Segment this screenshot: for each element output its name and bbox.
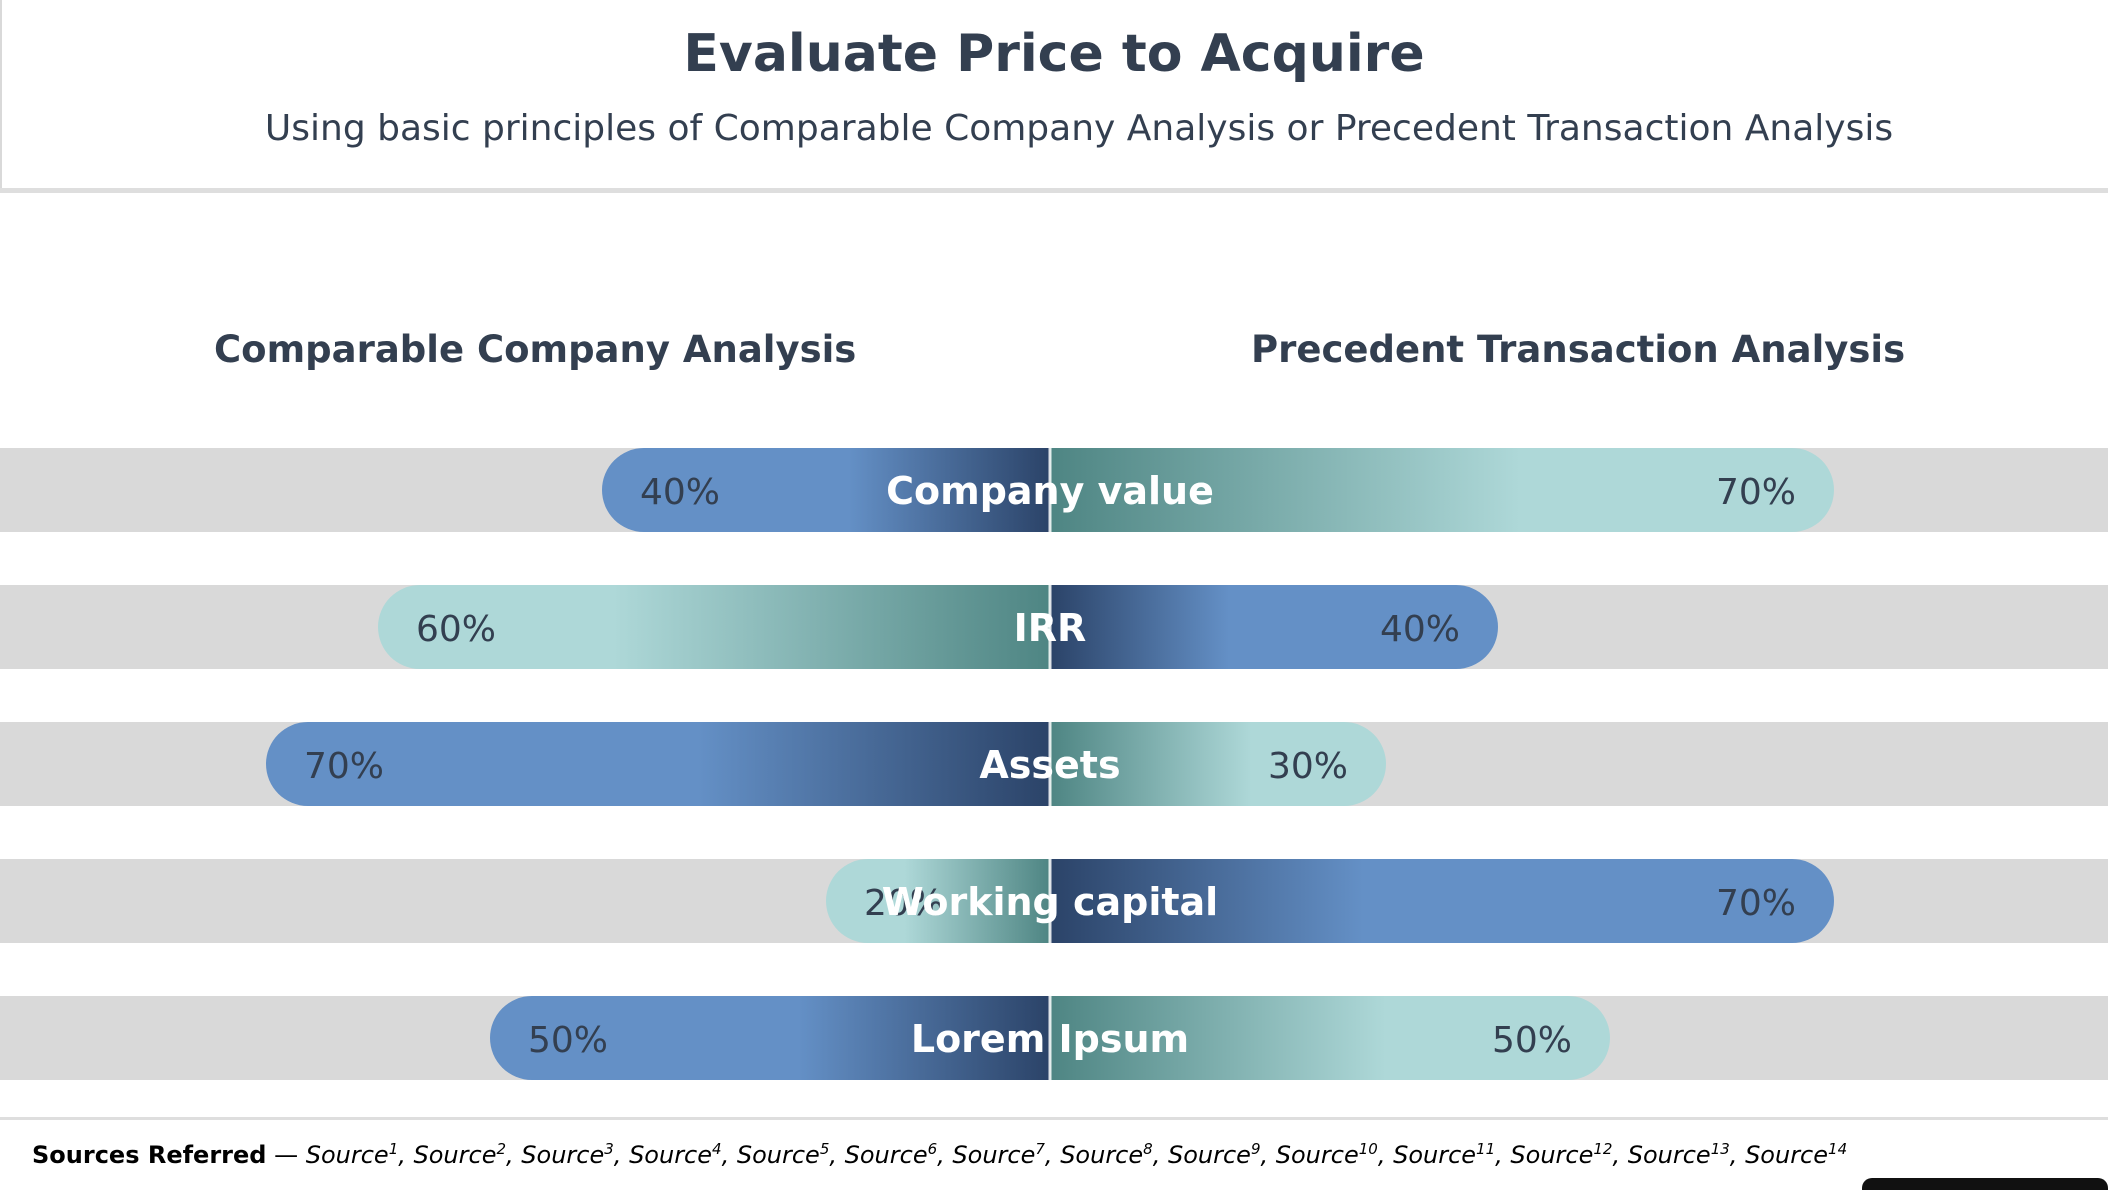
header: Evaluate Price to Acquire Using basic pr… xyxy=(0,0,2108,192)
source-text: Source xyxy=(1060,1141,1144,1169)
source-text: Source xyxy=(1167,1141,1251,1169)
source-item: Source3 xyxy=(521,1140,614,1169)
source-item: Source14 xyxy=(1745,1140,1848,1169)
source-text: Source xyxy=(1745,1141,1829,1169)
category-label: Working capital xyxy=(882,880,1218,924)
right-value-label: 50% xyxy=(1492,1020,1572,1061)
source-item: Source1 xyxy=(305,1140,399,1169)
source-item: Source9 xyxy=(1167,1140,1261,1169)
source-superscript: 6 xyxy=(927,1140,938,1158)
source-item: Source5 xyxy=(736,1140,830,1169)
source-text: Source xyxy=(844,1141,928,1169)
left-bar xyxy=(266,722,1050,806)
source-text: Source xyxy=(629,1141,713,1169)
left-bar xyxy=(490,996,1050,1080)
source-item: Source12 xyxy=(1510,1140,1613,1169)
source-superscript: 5 xyxy=(819,1140,830,1158)
right-value-label: 70% xyxy=(1716,883,1796,924)
source-item: Source10 xyxy=(1275,1140,1378,1169)
sources-referred: Sources Referred — Source1, Source2, Sou… xyxy=(32,1140,1847,1169)
source-item: Source13 xyxy=(1627,1140,1730,1169)
center-divider xyxy=(1048,859,1052,943)
footer-divider xyxy=(0,1117,2108,1120)
center-divider xyxy=(1048,722,1052,806)
source-superscript: 8 xyxy=(1143,1140,1153,1158)
center-divider xyxy=(1048,448,1052,532)
left-bar xyxy=(826,859,1050,943)
right-column-heading: Precedent Transaction Analysis xyxy=(1251,328,1906,371)
source-superscript: 13 xyxy=(1710,1140,1730,1158)
left-value-label: 60% xyxy=(416,609,496,650)
left-value-label: 40% xyxy=(640,472,720,513)
source-text: Source xyxy=(413,1141,497,1169)
sources-label: Sources Referred xyxy=(32,1141,267,1169)
left-bar xyxy=(378,585,1050,669)
window-corner-tab xyxy=(1862,1178,2108,1190)
source-superscript: 11 xyxy=(1476,1140,1496,1158)
source-superscript: 4 xyxy=(712,1140,722,1158)
right-bar xyxy=(1050,722,1386,806)
source-item: Source11 xyxy=(1393,1140,1496,1169)
source-superscript: 3 xyxy=(604,1140,614,1158)
sources-separator: — xyxy=(266,1141,306,1169)
source-text: Source xyxy=(736,1141,820,1169)
source-superscript: 2 xyxy=(496,1140,507,1158)
source-text: Source xyxy=(305,1141,389,1169)
left-value-label: 50% xyxy=(528,1020,608,1061)
source-superscript: 14 xyxy=(1828,1140,1848,1158)
source-item: Source4 xyxy=(629,1140,722,1169)
source-text: Source xyxy=(1627,1141,1711,1169)
right-bar xyxy=(1050,448,1834,532)
center-divider xyxy=(1048,585,1052,669)
source-superscript: 7 xyxy=(1035,1140,1045,1158)
diverging-bar-chart: 40% 70% Company value 60% 40% IRR 70% 30% Assets… xyxy=(0,448,2108,1080)
source-text: Source xyxy=(521,1141,605,1169)
source-superscript: 9 xyxy=(1250,1140,1261,1158)
category-label: Assets xyxy=(979,743,1120,787)
left-bar xyxy=(602,448,1050,532)
right-bar xyxy=(1050,859,1834,943)
right-value-label: 70% xyxy=(1716,472,1796,513)
left-value-label: 20% xyxy=(864,883,944,924)
source-item: Source6 xyxy=(844,1140,938,1169)
left-column-heading: Comparable Company Analysis xyxy=(214,328,857,371)
source-item: Source2 xyxy=(413,1140,507,1169)
category-label: Lorem Ipsum xyxy=(911,1017,1189,1061)
right-bar xyxy=(1050,585,1498,669)
category-label: IRR xyxy=(1014,606,1087,650)
source-item: Source8 xyxy=(1060,1140,1153,1169)
right-bar xyxy=(1050,996,1610,1080)
source-item: Source7 xyxy=(952,1140,1045,1169)
slide-edge xyxy=(0,0,2,192)
source-text: Source xyxy=(1393,1141,1477,1169)
center-divider xyxy=(1048,996,1052,1080)
page-title: Evaluate Price to Acquire xyxy=(683,24,1425,84)
source-text: Source xyxy=(1275,1141,1359,1169)
category-label: Company value xyxy=(886,469,1214,513)
left-value-label: 70% xyxy=(304,746,384,787)
right-value-label: 40% xyxy=(1380,609,1460,650)
page-subtitle: Using basic principles of Comparable Com… xyxy=(264,108,1894,149)
header-divider xyxy=(0,188,2108,193)
source-superscript: 1 xyxy=(388,1140,399,1158)
sources-list: Source1, Source2, Source3, Source4, Sour… xyxy=(305,1140,1848,1169)
source-superscript: 10 xyxy=(1358,1140,1378,1158)
source-text: Source xyxy=(952,1141,1036,1169)
source-superscript: 12 xyxy=(1593,1140,1613,1158)
right-value-label: 30% xyxy=(1268,746,1348,787)
source-text: Source xyxy=(1510,1141,1594,1169)
